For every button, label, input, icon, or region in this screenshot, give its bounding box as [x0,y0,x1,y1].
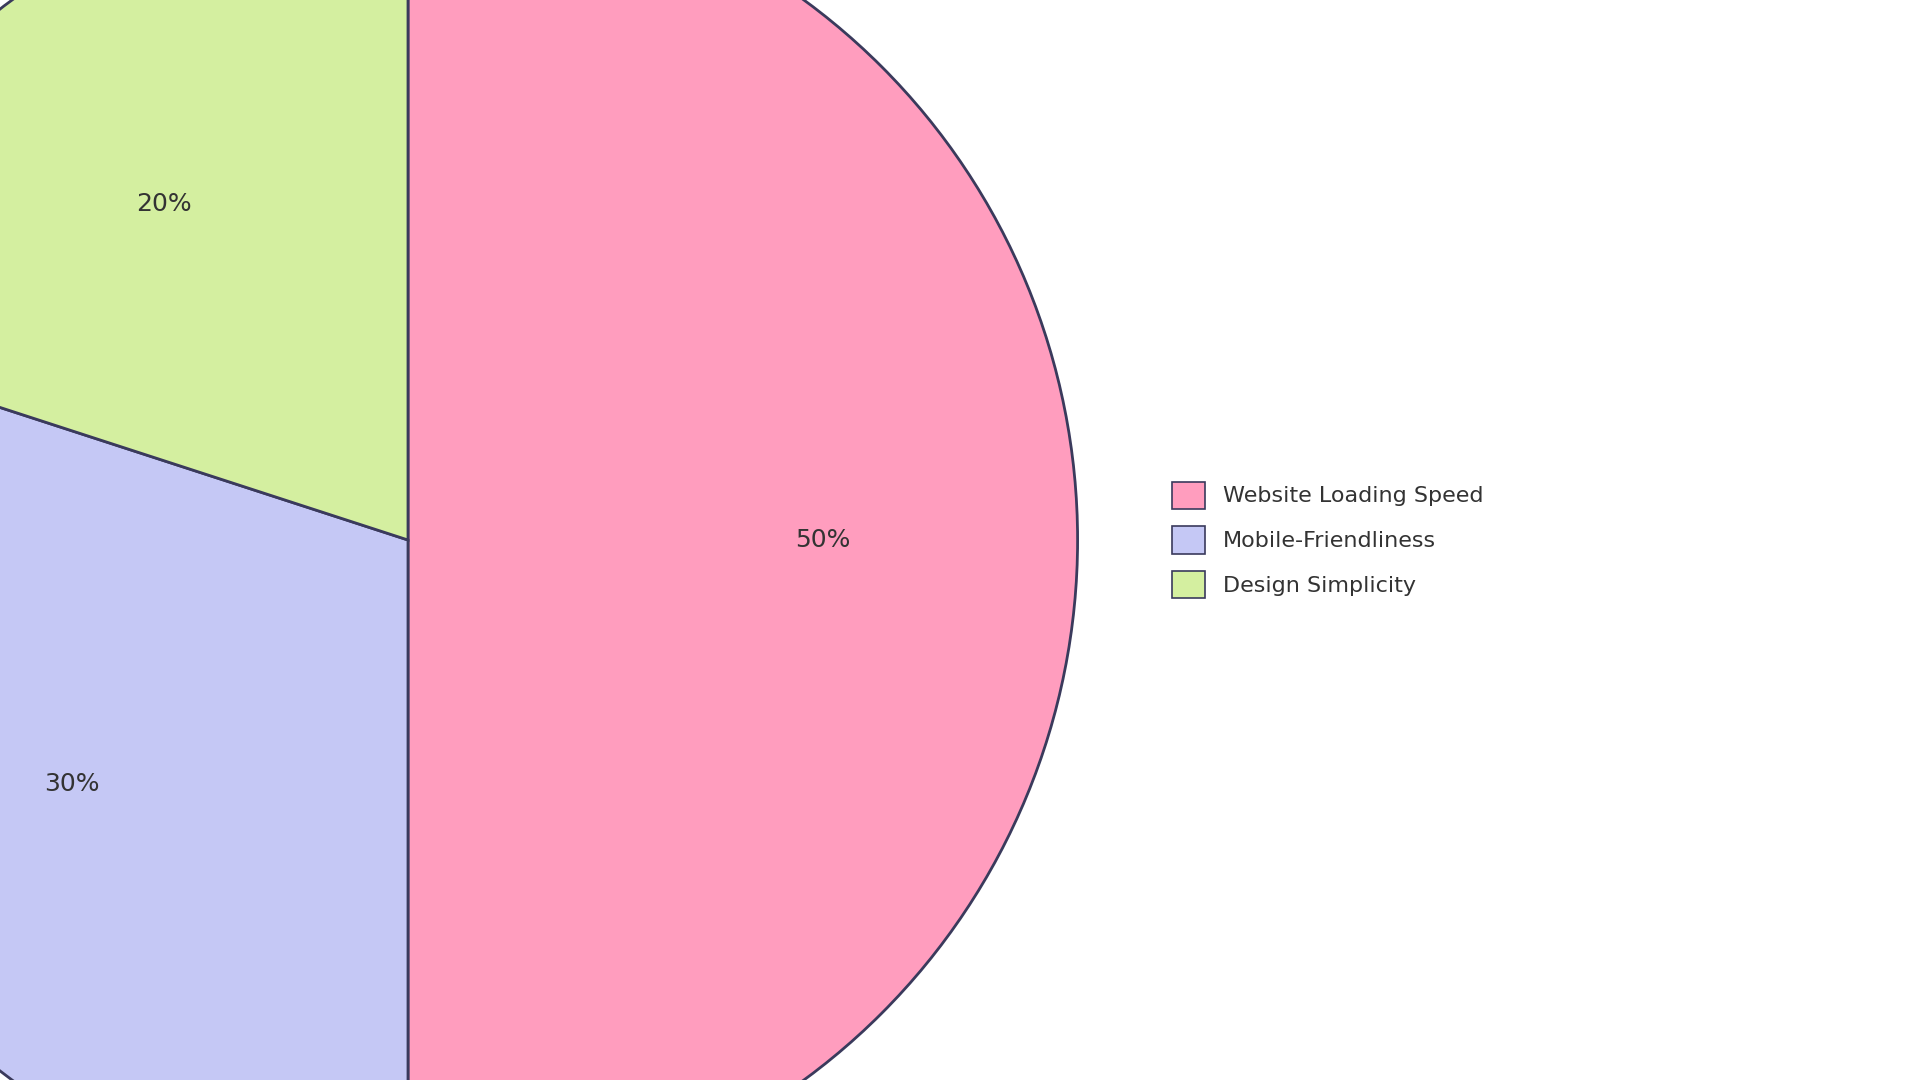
Text: 30%: 30% [44,772,100,796]
Wedge shape [0,333,407,1080]
Legend: Website Loading Speed, Mobile-Friendliness, Design Simplicity: Website Loading Speed, Mobile-Friendline… [1164,473,1492,607]
Wedge shape [407,0,1077,1080]
Text: 50%: 50% [795,528,851,552]
Wedge shape [0,0,409,540]
Text: 20%: 20% [136,192,192,216]
